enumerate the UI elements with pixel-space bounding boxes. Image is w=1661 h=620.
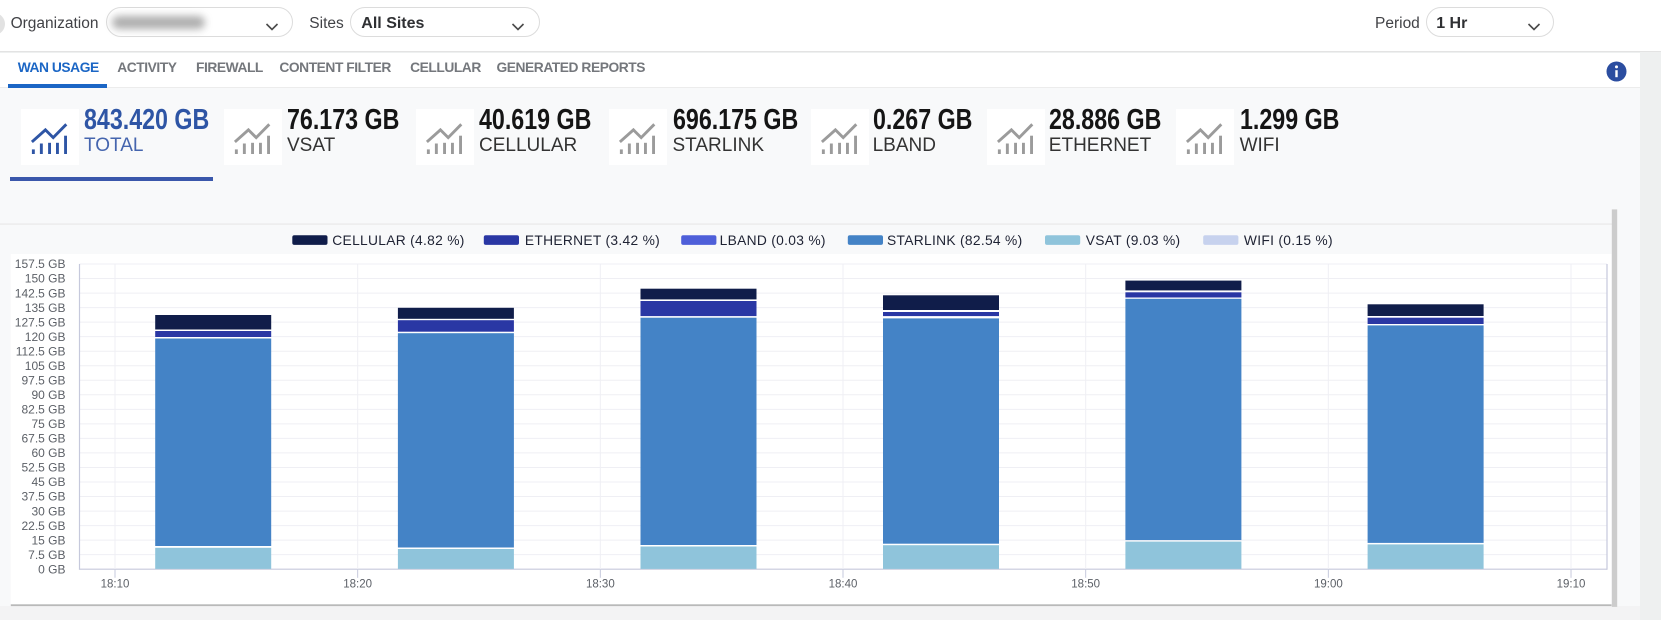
svg-text:ETHERNET (3.42 %): ETHERNET (3.42 %): [525, 233, 660, 248]
svg-text:VSAT (9.03 %): VSAT (9.03 %): [1086, 233, 1181, 248]
svg-text:150 GB: 150 GB: [25, 272, 66, 286]
svg-text:52.5 GB: 52.5 GB: [21, 461, 65, 475]
svg-text:0 GB: 0 GB: [38, 562, 65, 576]
svg-text:18:30: 18:30: [586, 579, 615, 591]
svg-text:82.5 GB: 82.5 GB: [21, 403, 65, 417]
svg-text:7.5 GB: 7.5 GB: [28, 548, 65, 562]
svg-text:19:10: 19:10: [1557, 579, 1586, 591]
svg-text:22.5 GB: 22.5 GB: [21, 519, 65, 533]
svg-text:30 GB: 30 GB: [31, 504, 65, 518]
svg-text:19:00: 19:00: [1314, 579, 1343, 591]
svg-text:157.5 GB: 157.5 GB: [15, 257, 66, 271]
svg-text:WIFI (0.15 %): WIFI (0.15 %): [1244, 233, 1333, 248]
svg-text:18:50: 18:50: [1071, 579, 1100, 591]
svg-text:18:10: 18:10: [101, 579, 130, 591]
svg-text:90 GB: 90 GB: [31, 388, 65, 402]
svg-text:105 GB: 105 GB: [25, 359, 66, 373]
svg-text:112.5 GB: 112.5 GB: [16, 344, 66, 358]
svg-text:97.5 GB: 97.5 GB: [21, 373, 65, 387]
svg-text:STARLINK (82.54 %): STARLINK (82.54 %): [887, 233, 1023, 248]
svg-text:LBAND (0.03 %): LBAND (0.03 %): [720, 233, 826, 248]
svg-text:75 GB: 75 GB: [31, 417, 65, 431]
svg-text:67.5 GB: 67.5 GB: [21, 432, 65, 446]
svg-text:18:40: 18:40: [829, 579, 858, 591]
svg-text:135 GB: 135 GB: [25, 301, 66, 315]
svg-text:37.5 GB: 37.5 GB: [21, 490, 65, 504]
svg-text:60 GB: 60 GB: [31, 446, 65, 460]
svg-text:CELLULAR (4.82 %): CELLULAR (4.82 %): [332, 233, 464, 248]
svg-text:127.5 GB: 127.5 GB: [15, 315, 66, 329]
svg-text:120 GB: 120 GB: [25, 330, 66, 344]
svg-text:18:20: 18:20: [343, 579, 372, 591]
svg-text:45 GB: 45 GB: [31, 475, 65, 489]
svg-text:15 GB: 15 GB: [31, 533, 65, 547]
svg-text:142.5 GB: 142.5 GB: [15, 286, 66, 300]
